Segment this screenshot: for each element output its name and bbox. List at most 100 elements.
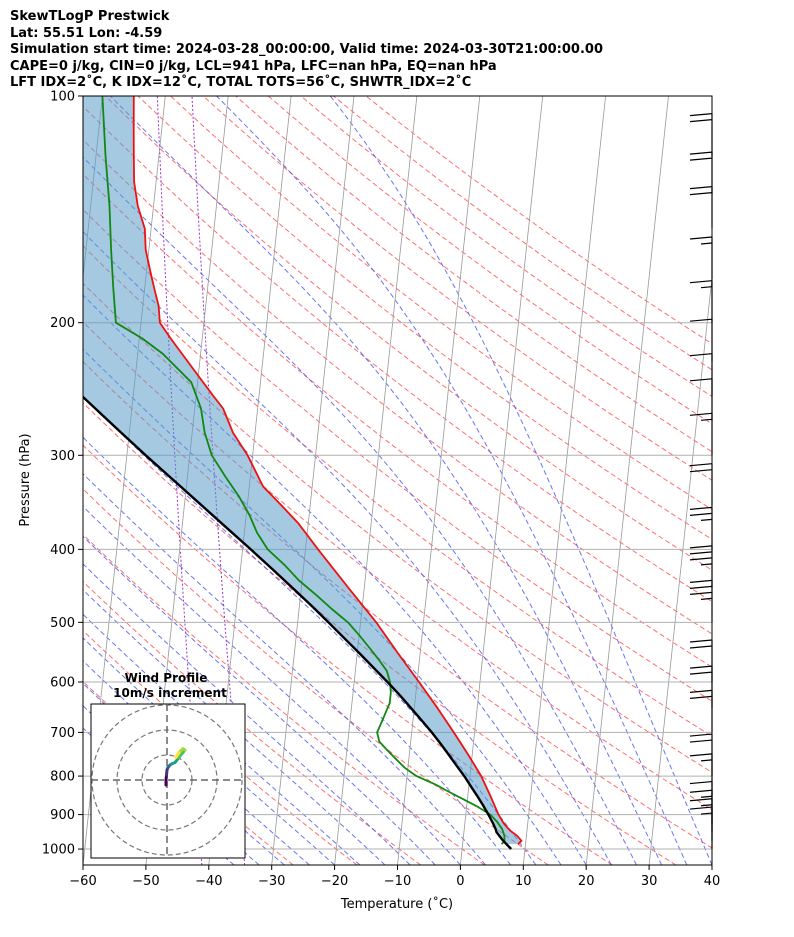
wind-barb bbox=[689, 545, 713, 588]
inset-frame bbox=[90, 703, 246, 859]
x-tick-label: −20 bbox=[321, 874, 348, 889]
dry-adiabat-line bbox=[83, 321, 712, 811]
y-tick-label: 100 bbox=[50, 90, 75, 105]
title-stability-indices: LFT IDX=2˚C, K IDX=12˚C, TOTAL TOTS=56˚C… bbox=[10, 75, 472, 90]
moist-adiabat-line bbox=[216, 96, 688, 865]
title-times: Simulation start time: 2024-03-28_00:00:… bbox=[10, 42, 603, 57]
wind-barb bbox=[689, 280, 713, 323]
isotherm-line bbox=[711, 861, 712, 865]
dry-adiabat-line bbox=[170, 96, 712, 511]
wind-barbs bbox=[689, 113, 713, 850]
wind-barb-flag bbox=[689, 113, 713, 117]
moist-adiabat-line bbox=[83, 156, 637, 865]
moist-adiabat-line bbox=[83, 563, 411, 865]
wind-barb-flag bbox=[689, 463, 713, 467]
wind-barb-flag bbox=[689, 119, 713, 123]
dewpoint-profile-line bbox=[101, 96, 506, 845]
wind-barb-flag bbox=[689, 806, 713, 810]
wind-barb-flag bbox=[689, 739, 713, 743]
wind-barb-flag bbox=[689, 780, 713, 785]
wind-barb-half bbox=[700, 804, 713, 807]
wind-barb-half bbox=[700, 597, 713, 600]
wind-barb-flag bbox=[689, 671, 713, 675]
isotherm-line bbox=[397, 96, 481, 865]
wind-barb-flag bbox=[689, 412, 713, 416]
wind-barb-half bbox=[700, 518, 713, 521]
y-tick-label: 200 bbox=[50, 316, 75, 331]
wind-barb-flag bbox=[689, 192, 713, 196]
wind-barb-flag bbox=[689, 280, 713, 284]
y-tick-label: 900 bbox=[50, 808, 75, 823]
y-tick-label: 400 bbox=[50, 543, 75, 558]
inset-subtitle: 10m/s increment bbox=[113, 686, 227, 700]
moist-adiabat-line bbox=[83, 436, 512, 865]
wind-barb-flag bbox=[689, 318, 713, 322]
wind-barb-half bbox=[700, 242, 713, 245]
wind-barb-flag bbox=[689, 512, 713, 516]
wind-barb-flag bbox=[689, 665, 713, 669]
wind-barb bbox=[689, 463, 713, 506]
dry-adiabat-line bbox=[333, 96, 712, 371]
x-tick-label: 30 bbox=[641, 874, 658, 889]
wind-barb-half bbox=[700, 563, 713, 566]
hodograph-segment bbox=[174, 751, 181, 759]
wind-barb bbox=[689, 506, 713, 550]
dry-adiabat-line bbox=[300, 96, 712, 398]
wind-barb bbox=[689, 579, 713, 623]
y-tick-label: 300 bbox=[50, 449, 75, 464]
dry-adiabat-line bbox=[83, 139, 712, 635]
wind-barb-flag bbox=[689, 639, 713, 643]
parcel-profile-line bbox=[83, 395, 513, 850]
y-tick-label: 600 bbox=[50, 675, 75, 690]
wind-barb-flag bbox=[689, 585, 713, 589]
y-tick-label: 500 bbox=[50, 616, 75, 631]
isotherm-line bbox=[648, 273, 712, 865]
x-tick-label: 10 bbox=[515, 874, 532, 889]
wind-barb bbox=[689, 318, 713, 362]
wind-barb-flag bbox=[689, 186, 713, 190]
x-axis-label: Temperature (˚C) bbox=[340, 896, 453, 912]
moist-adiabat-line bbox=[83, 231, 612, 865]
wind-barb bbox=[689, 151, 713, 195]
wind-barb-flag bbox=[689, 733, 713, 737]
inset-title: Wind Profile bbox=[125, 671, 208, 685]
wind-barb-flag bbox=[689, 591, 713, 595]
isotherm-line bbox=[585, 96, 669, 865]
x-tick-label: −10 bbox=[384, 874, 411, 889]
wind-barb bbox=[689, 639, 713, 682]
wind-barb-flag bbox=[689, 378, 713, 382]
wind-barb-flag bbox=[689, 469, 713, 473]
wind-barb-half bbox=[700, 418, 713, 421]
dry-adiabat-line bbox=[83, 105, 712, 603]
wind-barb-flag bbox=[689, 579, 713, 583]
wind-barb-flag bbox=[689, 557, 713, 561]
moist-adiabat-line bbox=[83, 613, 361, 865]
dry-adiabat-line bbox=[235, 96, 712, 453]
wind-profile-inset: Wind Profile 10m/s increment bbox=[90, 671, 246, 859]
moist-adiabat-line bbox=[83, 348, 562, 865]
y-tick-label: 800 bbox=[50, 770, 75, 785]
x-tick-label: 40 bbox=[704, 874, 721, 889]
dry-adiabat-line bbox=[83, 444, 613, 865]
isotherm-line bbox=[522, 96, 606, 865]
x-tick-label: −50 bbox=[132, 874, 159, 889]
wind-barb-flag bbox=[689, 551, 713, 555]
plot-area bbox=[83, 96, 712, 865]
dry-adiabat-line bbox=[105, 96, 712, 571]
wind-barb-half bbox=[700, 759, 713, 762]
wind-barb-flag bbox=[689, 353, 713, 357]
inset-plot bbox=[91, 704, 245, 858]
x-tick-label: 0 bbox=[456, 874, 464, 889]
wind-barb-flag bbox=[689, 753, 713, 757]
wind-barb-flag bbox=[689, 236, 713, 240]
isotherm-line bbox=[460, 96, 544, 865]
x-tick-label: −40 bbox=[195, 874, 222, 889]
wind-barb-flag bbox=[689, 157, 713, 161]
wind-barb bbox=[689, 236, 713, 280]
y-axis-label: Pressure (hPa) bbox=[18, 433, 33, 526]
x-tick-label: −30 bbox=[258, 874, 285, 889]
y-tick-label: 700 bbox=[50, 726, 75, 741]
title-cape-indices: CAPE=0 j/kg, CIN=0 j/kg, LCL=941 hPa, LF… bbox=[10, 58, 497, 74]
wind-barb-flag bbox=[689, 689, 713, 693]
